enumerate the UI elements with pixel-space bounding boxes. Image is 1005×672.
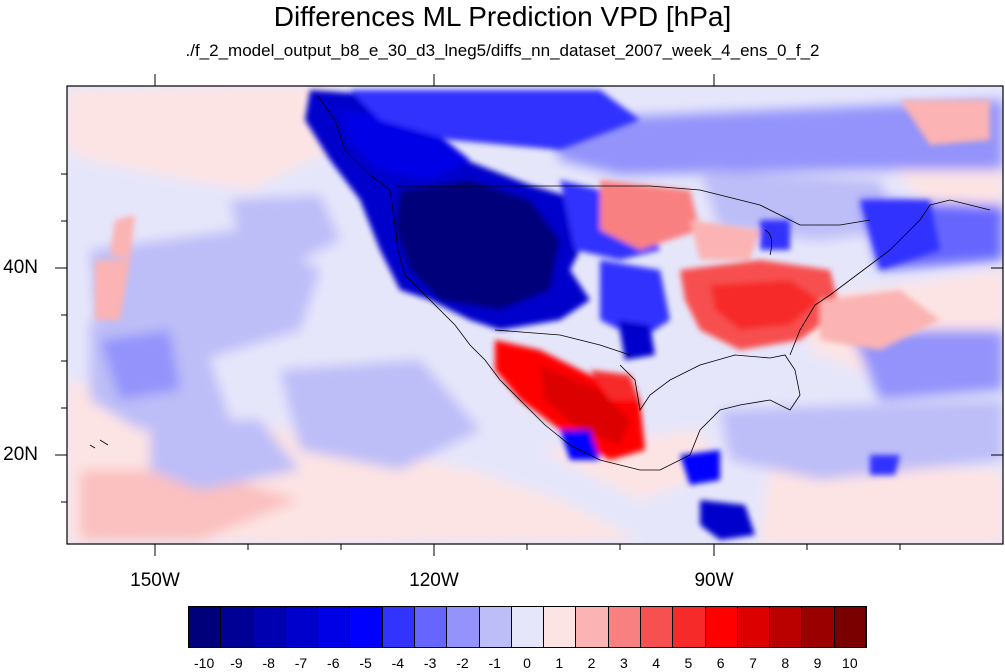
colorbar-swatch xyxy=(381,606,415,648)
lon-label-120w: 120W xyxy=(409,570,459,591)
colorbar-tick-label: 8 xyxy=(781,655,790,671)
colorbar-tick-label: -9 xyxy=(230,655,243,671)
colorbar-tick-label: 4 xyxy=(652,655,661,671)
lat-label-40n: 40N xyxy=(3,257,38,278)
colorbar-tick-label: 3 xyxy=(619,655,628,671)
colorbar-tick-label: -2 xyxy=(456,655,469,671)
colorbar-tick-label: -6 xyxy=(327,655,340,671)
colorbar-tick-label: -10 xyxy=(194,655,215,671)
colorbar-tick-label: 0 xyxy=(523,655,531,671)
colorbar-tick-label: 10 xyxy=(842,655,858,671)
lat-label-20n: 20N xyxy=(3,444,38,465)
colorbar-swatch xyxy=(284,606,319,648)
colorbar-tick-label: -8 xyxy=(262,655,275,671)
plot-title: Differences ML Prediction VPD [hPa] xyxy=(273,1,732,32)
colorbar-swatch xyxy=(317,606,351,648)
colorbar-swatch xyxy=(510,606,545,648)
axis-ticks xyxy=(55,74,1003,556)
colorbar-tick-label: 7 xyxy=(749,655,757,671)
field-layer xyxy=(67,86,1003,544)
colorbar-tick-label: 2 xyxy=(587,655,596,671)
colorbar-tick-label: -1 xyxy=(488,655,501,671)
colorbar-tick-label: 5 xyxy=(684,655,693,671)
colorbar-tick-label: 9 xyxy=(813,655,822,671)
colorbar-tick-label: 6 xyxy=(716,655,725,671)
coastlines xyxy=(89,95,991,471)
colorbar-frame xyxy=(188,606,866,648)
lon-label-90w: 90W xyxy=(694,570,734,591)
colorbar-tick-label: -4 xyxy=(391,655,405,671)
colorbar-tick-label: -7 xyxy=(294,655,308,671)
colorbar-tick-label: 1 xyxy=(555,655,564,671)
colorbar-swatch xyxy=(446,606,480,648)
plot-subtitle: ./f_2_model_output_b8_e_30_d3_lneg5/diff… xyxy=(185,41,820,60)
colorbar-swatch xyxy=(414,606,448,648)
colorbar-swatch xyxy=(478,606,512,648)
lon-label-150w: 150W xyxy=(130,570,180,591)
map-plot xyxy=(55,74,1004,556)
colorbar-tick-label: -5 xyxy=(359,655,372,671)
colorbar-swatch xyxy=(736,606,771,648)
colorbar-tick-label: -3 xyxy=(423,655,437,671)
